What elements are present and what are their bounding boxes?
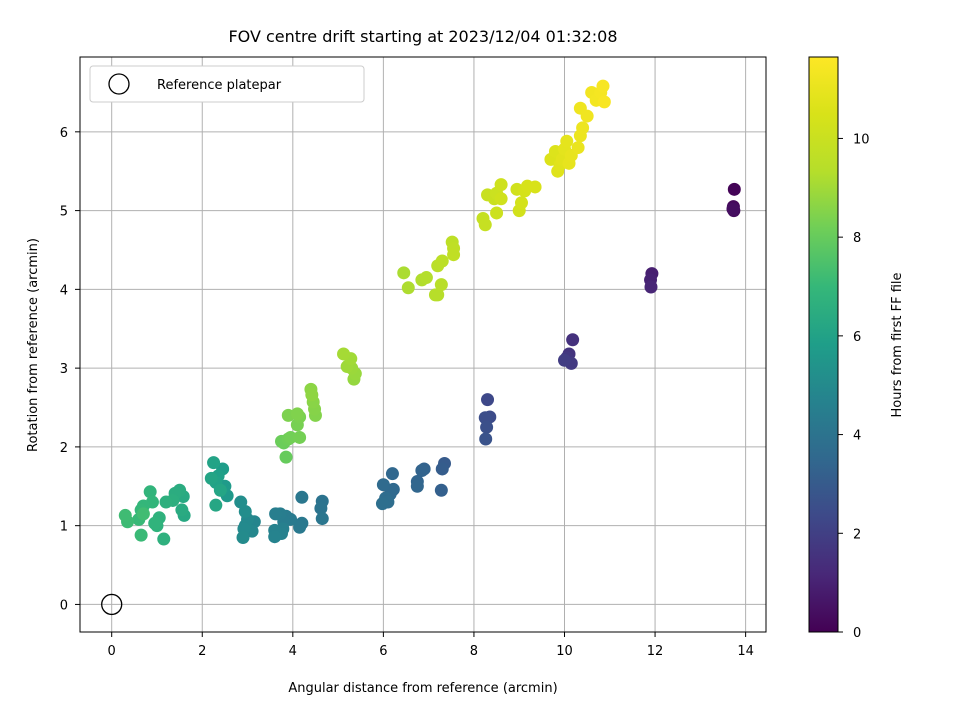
y-tick-label: 5 [60, 205, 68, 220]
data-point [284, 430, 298, 444]
data-point [478, 218, 492, 232]
data-point [434, 483, 448, 497]
legend-reference-marker [108, 73, 130, 95]
x-axis-ticks: 0 2 4 6 8 10 12 14 [108, 632, 754, 659]
data-point [434, 278, 448, 292]
data-point [571, 141, 585, 155]
data-point [279, 450, 293, 464]
data-point [494, 178, 508, 192]
data-point [157, 532, 171, 546]
colorbar-ticks: 0 2 4 6 8 10 [838, 132, 870, 641]
data-point [727, 182, 741, 196]
data-point [175, 503, 189, 517]
data-point [375, 497, 389, 511]
data-point [376, 478, 390, 492]
data-point [148, 516, 162, 530]
y-axis-label: Rotation from reference (arcmin) [26, 238, 41, 452]
legend-label: Reference platepar [157, 78, 282, 93]
chart-title: FOV centre drift starting at 2023/12/04 … [228, 27, 617, 46]
y-tick-label: 6 [60, 126, 68, 141]
data-point [236, 530, 250, 544]
data-point [644, 280, 658, 294]
data-point [435, 254, 449, 268]
y-tick-label: 4 [60, 283, 68, 298]
x-tick-label: 4 [289, 644, 297, 659]
data-point [479, 432, 493, 446]
plot-frame [79, 56, 767, 633]
data-point [159, 495, 173, 509]
data-point [293, 520, 307, 534]
colorbar-label: Hours from first FF file [890, 272, 905, 417]
data-point [560, 134, 574, 148]
x-tick-label: 2 [198, 644, 206, 659]
data-point [415, 464, 429, 478]
colorbar-tick-label: 2 [853, 527, 861, 542]
y-axis-ticks: 0 1 2 3 4 5 6 [60, 126, 80, 613]
data-point [597, 95, 611, 109]
data-point [576, 121, 590, 135]
data-point [726, 202, 740, 216]
x-tick-label: 10 [556, 644, 573, 659]
data-point [337, 347, 351, 361]
x-axis-label: Angular distance from reference (arcmin) [288, 681, 557, 696]
colorbar-tick-label: 8 [853, 231, 861, 246]
colorbar-tick-label: 6 [853, 330, 861, 345]
data-point [204, 471, 218, 485]
data-point [118, 508, 132, 522]
grid [80, 57, 766, 632]
data-point [514, 196, 528, 210]
data-point [447, 248, 461, 262]
data-point [293, 430, 307, 444]
legend: Reference platepar [89, 65, 365, 103]
data-point [315, 512, 329, 526]
x-tick-label: 6 [379, 644, 387, 659]
data-point [397, 266, 411, 280]
colorbar-tick-label: 4 [853, 429, 861, 444]
colorbar-tick-label: 10 [853, 132, 870, 147]
data-point [580, 109, 594, 123]
data-point [435, 462, 449, 476]
data-point [234, 495, 248, 509]
scatter-points [101, 79, 741, 616]
data-point [558, 353, 572, 367]
data-point [419, 271, 433, 285]
x-tick-label: 14 [737, 644, 754, 659]
data-point [136, 507, 150, 521]
data-point [213, 483, 227, 497]
data-point [566, 333, 580, 347]
data-point [528, 180, 542, 194]
x-tick-label: 8 [470, 644, 478, 659]
y-tick-label: 2 [60, 441, 68, 456]
data-point [480, 420, 494, 434]
data-point [295, 490, 309, 504]
y-tick-label: 1 [60, 520, 68, 535]
data-point [314, 501, 328, 515]
reference-platepar-marker [101, 593, 123, 616]
data-point [143, 485, 157, 499]
data-point [410, 479, 424, 493]
data-point [490, 206, 504, 220]
data-point [305, 388, 319, 402]
legend-box [89, 65, 365, 103]
colorbar [808, 56, 839, 633]
data-point [207, 456, 221, 470]
data-point [269, 507, 283, 521]
x-tick-label: 0 [108, 644, 116, 659]
data-point [401, 281, 415, 295]
data-point [268, 530, 282, 544]
data-point [134, 528, 148, 542]
x-tick-label: 12 [647, 644, 664, 659]
data-point [290, 407, 304, 421]
data-point [431, 288, 445, 302]
data-point [209, 498, 223, 512]
y-tick-label: 3 [60, 362, 68, 377]
y-tick-label: 0 [60, 598, 68, 613]
colorbar-tick-label: 0 [853, 626, 861, 641]
data-point [494, 192, 508, 206]
data-point [481, 393, 495, 407]
data-point [596, 79, 610, 93]
data-point [385, 467, 399, 481]
